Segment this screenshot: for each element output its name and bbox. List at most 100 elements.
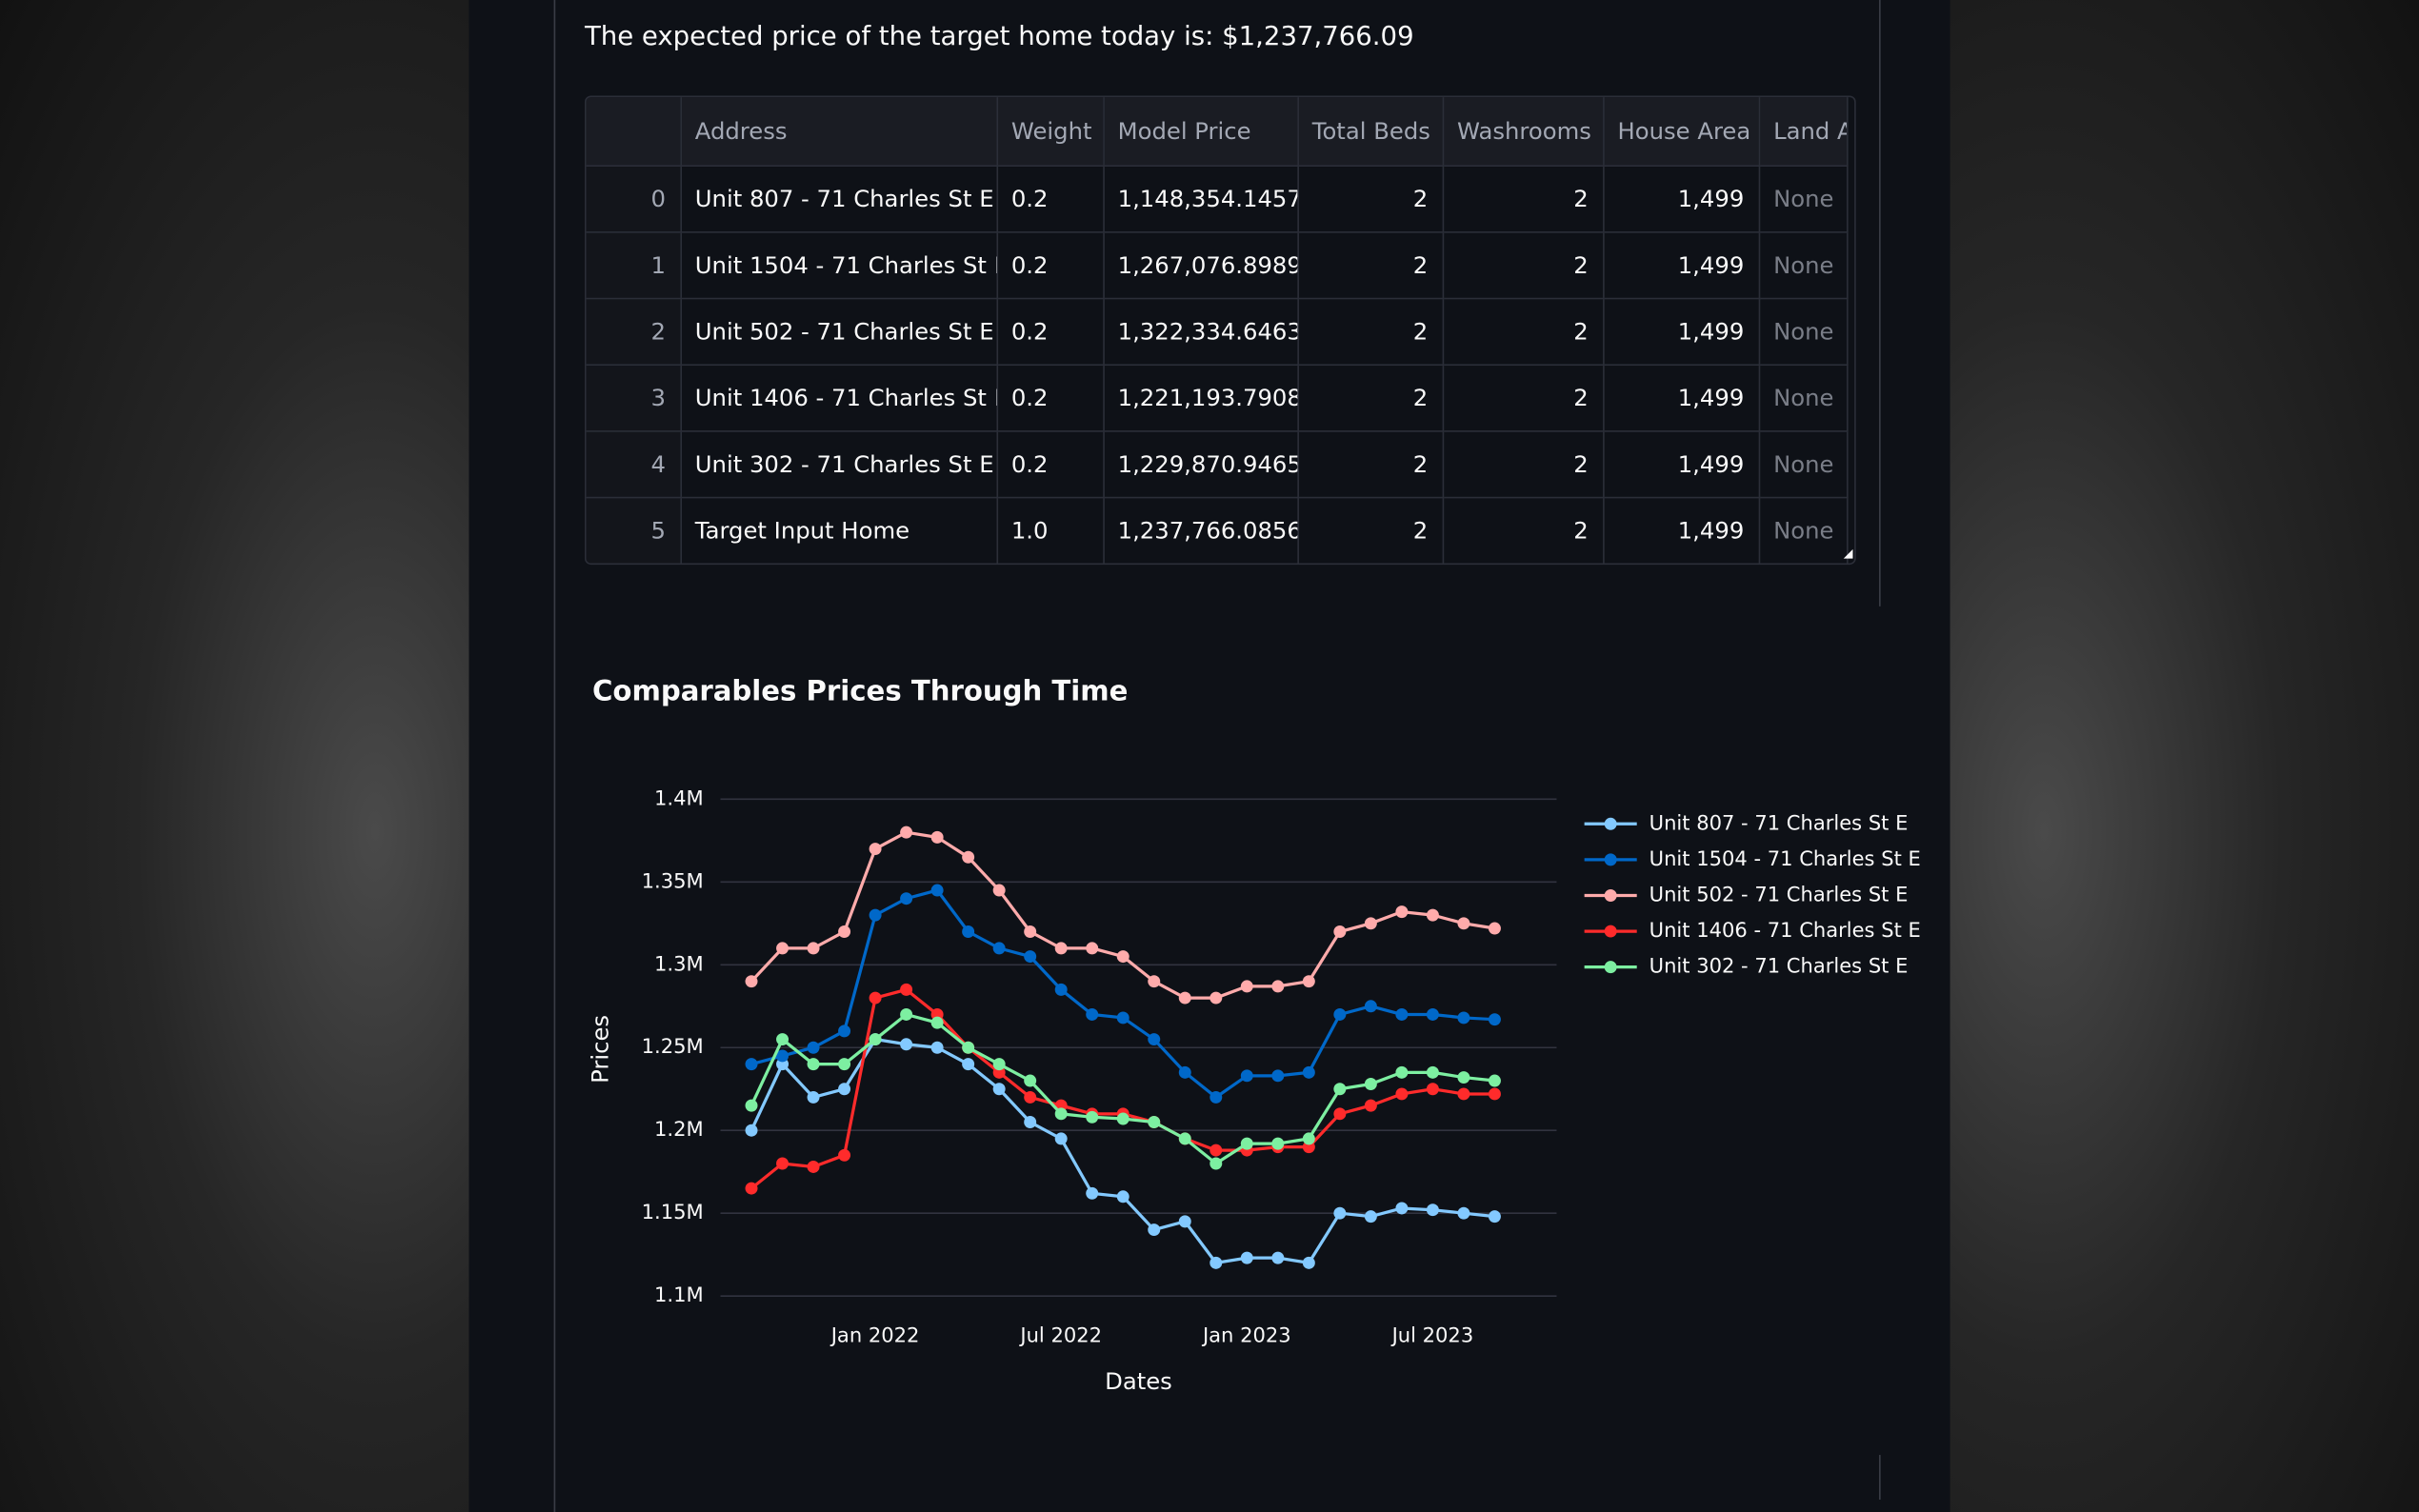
point (869, 1033, 882, 1046)
point (745, 1058, 758, 1071)
column-header[interactable]: Weight (996, 97, 1105, 167)
point (1086, 942, 1099, 955)
point (1302, 1065, 1315, 1079)
point (1148, 1116, 1161, 1128)
point (1054, 1107, 1068, 1121)
table-cell[interactable]: 3 (586, 365, 682, 432)
point (992, 884, 1006, 897)
table-row: 5 Target Input Home 1.0 1,237,766.0856 2 2 1,4… (586, 497, 1848, 564)
x-tick-label: Jul 2022 (1018, 1323, 1102, 1346)
table-cell[interactable]: 1,267,076.8989 (1103, 231, 1299, 300)
column-header[interactable]: Washrooms (1442, 97, 1604, 167)
table-cell[interactable]: 2 (1442, 365, 1604, 432)
table-cell[interactable]: 2 (1297, 298, 1444, 367)
table-cell[interactable]: None (1758, 497, 1848, 564)
table-cell[interactable]: 1,499 (1603, 298, 1760, 367)
point (1488, 1087, 1501, 1101)
point (1271, 1251, 1285, 1264)
table-cell[interactable]: 1,229,870.9465 (1103, 430, 1299, 499)
table-cell[interactable]: 2 (1442, 231, 1604, 300)
point (1148, 1224, 1161, 1237)
y-tick-label: 1.15M (642, 1200, 704, 1224)
table-cell[interactable]: Unit 502 - 71 Charles St E (680, 298, 998, 367)
table-cell[interactable]: 2 (1442, 298, 1604, 367)
side-backdrop (1949, 0, 2419, 1512)
table-cell[interactable]: 2 (586, 298, 682, 367)
point (962, 925, 975, 938)
point (1395, 1087, 1409, 1101)
divider (553, 0, 556, 1512)
point (1426, 1204, 1439, 1217)
table-cell[interactable]: 1.0 (996, 497, 1105, 564)
table-cell[interactable]: Unit 1406 - 71 Charles St E (680, 365, 998, 432)
divider (1879, 1455, 1881, 1501)
table-cell[interactable]: 1,499 (1603, 430, 1760, 499)
data-table[interactable]: Address Weight Model Price Total Beds Washro… (584, 95, 1856, 566)
table-cell[interactable]: 2 (1297, 365, 1444, 432)
table-cell[interactable]: 5 (586, 497, 682, 564)
table-cell[interactable]: None (1758, 298, 1848, 367)
table-cell[interactable]: 1,221,193.7908 (1103, 365, 1299, 432)
table-cell[interactable]: 0.2 (996, 430, 1105, 499)
table-cell[interactable]: None (1758, 430, 1848, 499)
table-cell[interactable]: 0 (586, 166, 682, 233)
y-tick-label: 1.35M (642, 868, 704, 892)
table-cell[interactable]: 1,499 (1603, 231, 1760, 300)
point (1364, 1099, 1377, 1112)
table-cell[interactable]: 0.2 (996, 365, 1105, 432)
y-tick-label: 1.3M (654, 951, 704, 975)
point (1178, 1215, 1191, 1228)
column-header[interactable]: Address (680, 97, 998, 167)
point (1426, 1007, 1439, 1021)
point (807, 1058, 820, 1071)
column-header[interactable]: Total Beds (1297, 97, 1444, 167)
legend-label: Unit 1504 - 71 Charles St E (1649, 846, 1921, 870)
table-cell[interactable]: Unit 807 - 71 Charles St E (680, 166, 998, 233)
table-cell[interactable]: Unit 302 - 71 Charles St E (680, 430, 998, 499)
point (1116, 1190, 1130, 1204)
table-cell[interactable]: 2 (1297, 231, 1444, 300)
table-cell[interactable]: 1,499 (1603, 365, 1760, 432)
point (1024, 1074, 1037, 1087)
table-row: 1 Unit 1504 - 71 Charles St E 0.2 1,267,076… (586, 231, 1848, 300)
point (1210, 1090, 1223, 1104)
table-cell[interactable]: 0.2 (996, 231, 1105, 300)
table-cell[interactable]: 2 (1442, 166, 1604, 233)
column-header[interactable]: House Area (1603, 97, 1760, 167)
table-cell[interactable]: None (1758, 365, 1848, 432)
series-line (750, 830, 1495, 1000)
table-cell[interactable]: Target Input Home (680, 497, 998, 564)
table-cell[interactable]: 0.2 (996, 298, 1105, 367)
column-header[interactable]: Model Price (1103, 97, 1299, 167)
side-backdrop (0, 0, 470, 1512)
table-cell[interactable]: 1,322,334.6463 (1103, 298, 1299, 367)
table-cell[interactable]: 1,237,766.0856 (1103, 497, 1299, 564)
point (900, 1007, 913, 1021)
column-header[interactable]: Land Area (1758, 97, 1848, 167)
table-cell[interactable]: None (1758, 231, 1848, 300)
point (776, 1157, 790, 1170)
table-cell[interactable]: 1,148,354.1457 (1103, 166, 1299, 233)
table-cell[interactable]: 2 (1297, 497, 1444, 564)
table-cell[interactable]: 0.2 (996, 166, 1105, 233)
point (1271, 980, 1285, 993)
table-cell[interactable]: Unit 1504 - 71 Charles St E (680, 231, 998, 300)
table-cell[interactable]: 2 (1442, 497, 1604, 564)
table-cell[interactable]: 1,499 (1603, 166, 1760, 233)
table-cell[interactable]: 2 (1297, 430, 1444, 499)
table-cell[interactable]: 1 (586, 231, 682, 300)
table-cell[interactable]: 2 (1442, 430, 1604, 499)
point (1024, 1116, 1037, 1128)
point (838, 1083, 851, 1096)
table-cell[interactable]: 1,499 (1603, 497, 1760, 564)
point (930, 884, 944, 897)
point (1178, 1132, 1191, 1145)
table: Address Weight Model Price Total Beds Washro… (586, 97, 1848, 564)
table-cell[interactable]: 4 (586, 430, 682, 499)
point (1116, 950, 1130, 964)
resize-handle[interactable] (1843, 548, 1853, 559)
table-cell[interactable]: None (1758, 166, 1848, 233)
table-cell[interactable]: 2 (1297, 166, 1444, 233)
table-row: 4 Unit 302 - 71 Charles St E 0.2 1,229,870.… (586, 430, 1848, 499)
